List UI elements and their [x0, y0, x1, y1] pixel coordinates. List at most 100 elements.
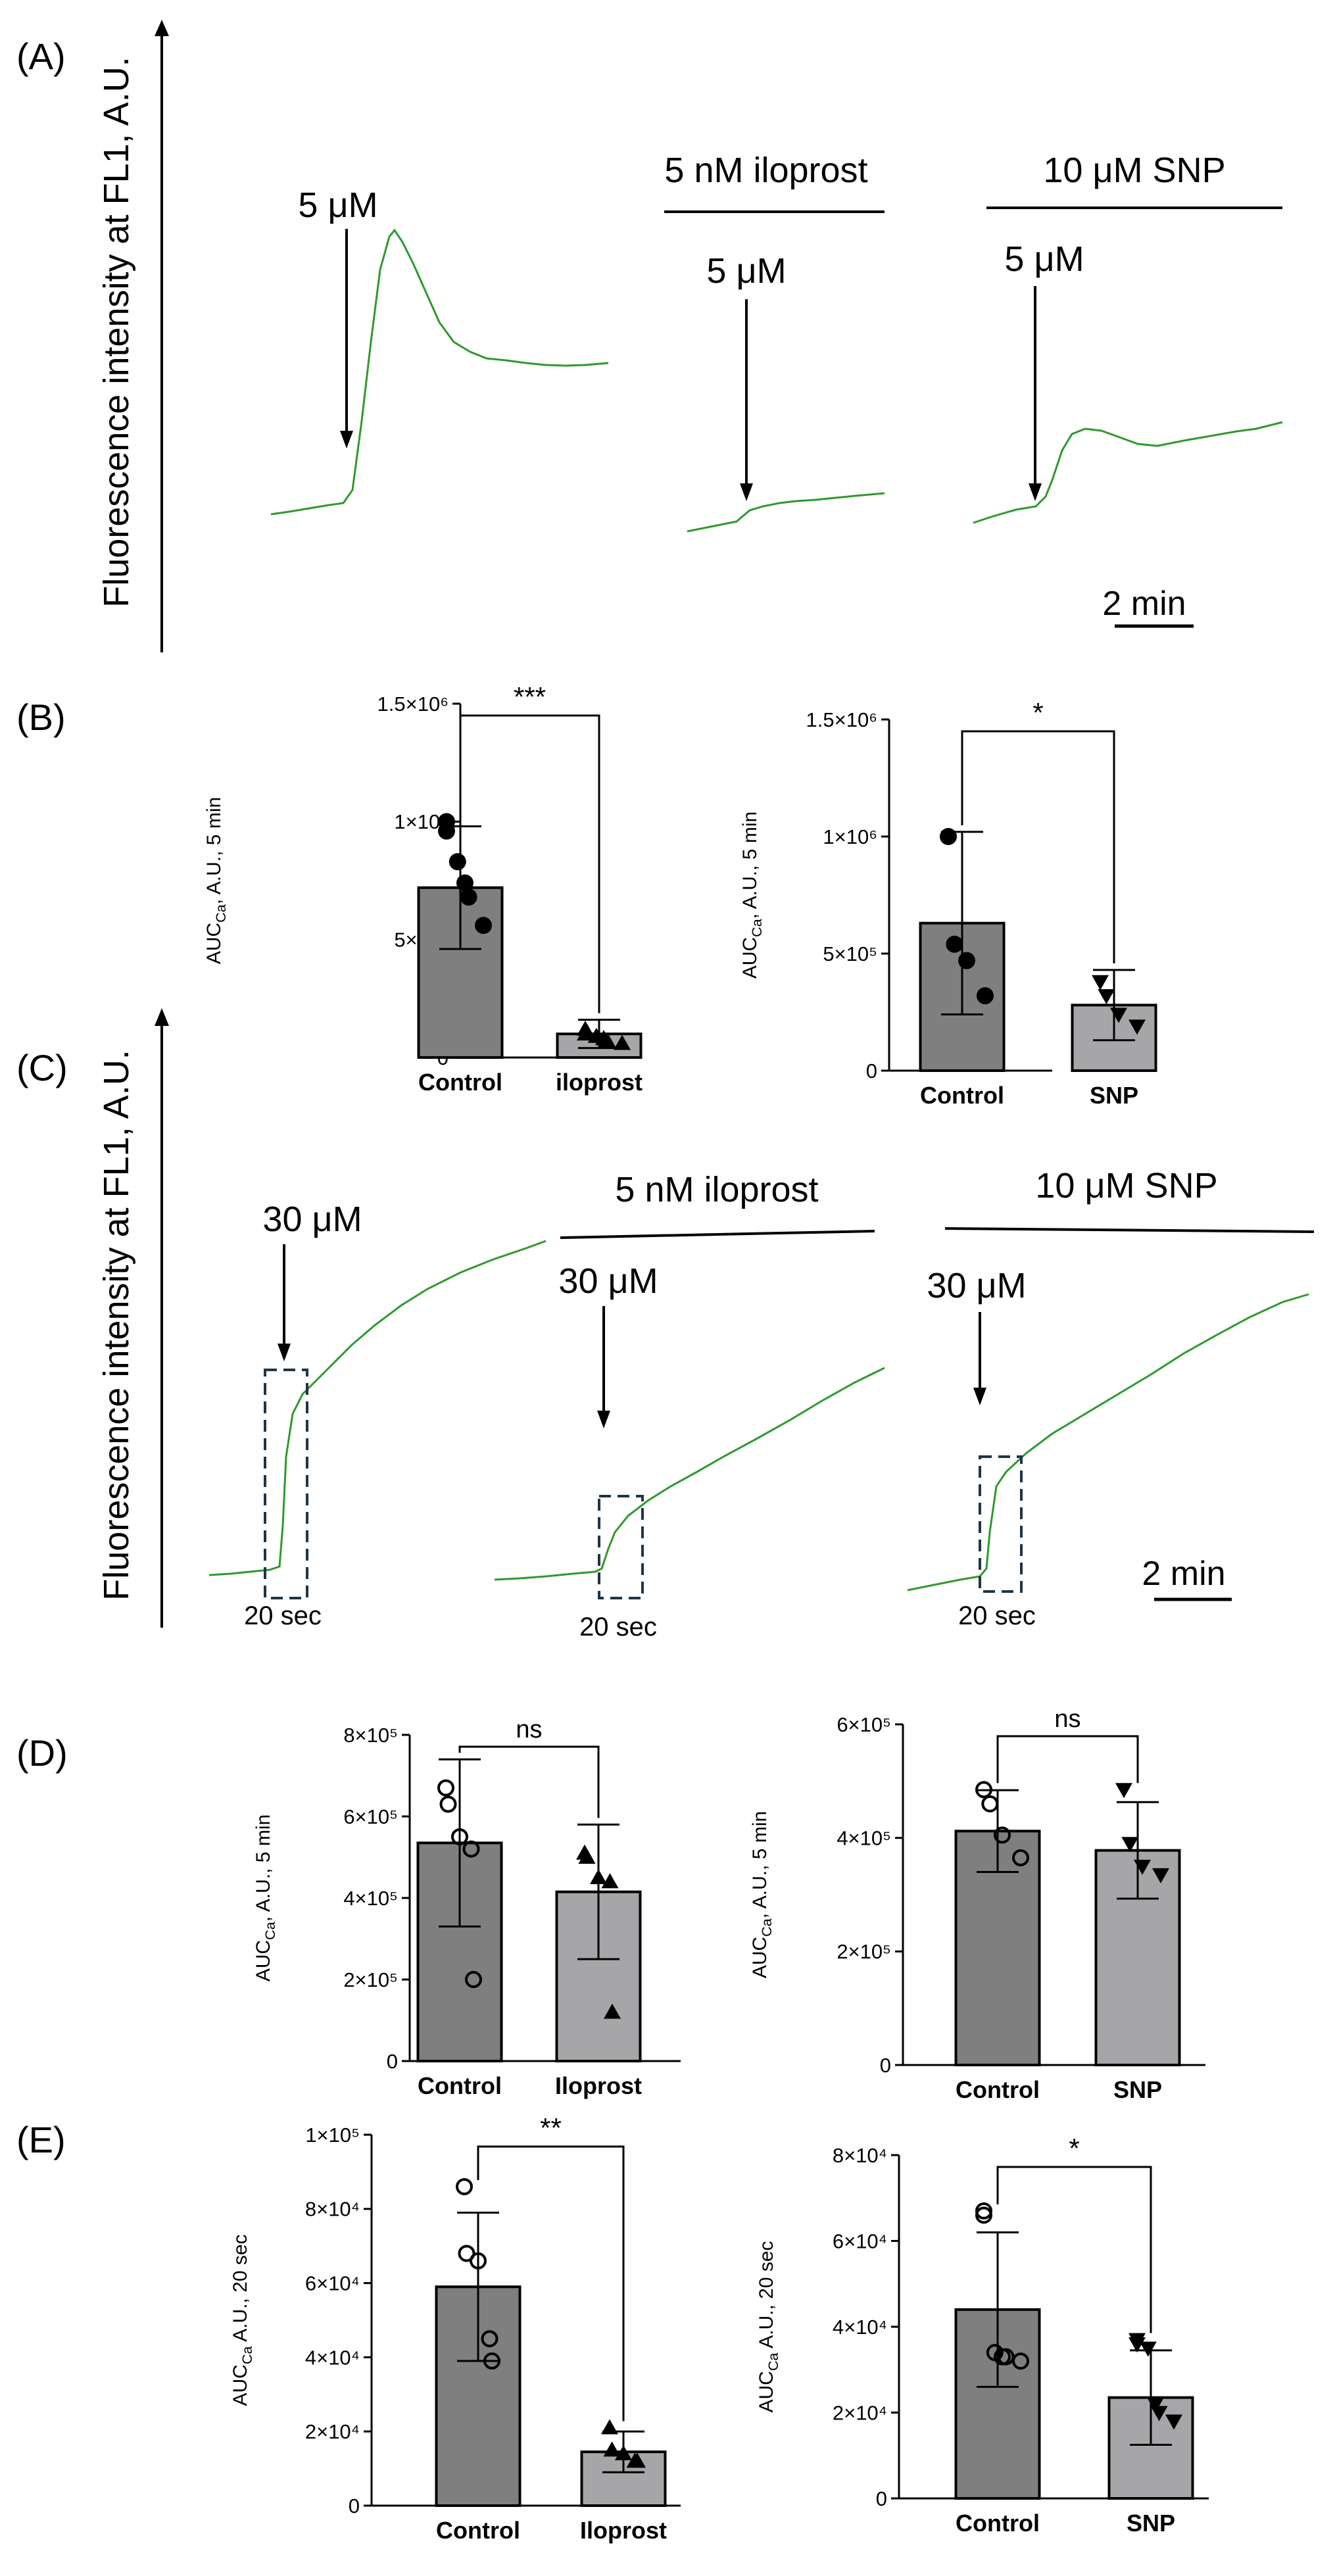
- y-axis-label: AUCCa A.U., 20 sec: [756, 2241, 781, 2412]
- y-tick-label: 0: [876, 2487, 887, 2510]
- dose-label-a1: 5 μM: [298, 185, 377, 225]
- panel-a: (A) Fluorescence intensity at FL1, A.U. …: [16, 20, 1283, 652]
- x-tick-label: Control: [436, 2517, 520, 2544]
- data-point: [1150, 2406, 1168, 2421]
- data-point: [940, 828, 957, 845]
- x-tick-label: Control: [418, 2072, 502, 2099]
- panel-d-label: (D): [16, 1732, 68, 1774]
- trace-c-iloprost: [494, 1367, 885, 1581]
- dose-label-c1: 30 μM: [262, 1200, 362, 1239]
- significance-label: ns: [516, 1716, 542, 1743]
- y-tick-label: 0: [387, 2050, 398, 2073]
- dose-arrowhead-c1: [278, 1344, 291, 1361]
- chart-e-snp: 0 2×10⁴ 4×10⁴ 6×10⁴ 8×10⁴ AUCCa A.U., 20 sec C…: [756, 2133, 1209, 2537]
- chart-d-snp: 0 2×10⁵ 4×10⁵ 6×10⁵ AUCCa, A.U., 5 min Contro…: [749, 1705, 1205, 2103]
- trace-a-snp: [973, 421, 1283, 524]
- window-box-c1: [264, 1369, 308, 1599]
- bar-iloprost: [555, 1890, 642, 2062]
- y-tick-label: 1×10⁶: [823, 825, 877, 848]
- y-tick-label: 4×10⁴: [833, 2316, 887, 2339]
- data-point: [994, 1826, 1011, 1844]
- significance-label: **: [540, 2112, 562, 2143]
- data-point: [975, 2206, 992, 2224]
- x-tick-label: SNP: [1127, 2510, 1175, 2537]
- data-point: [1012, 1849, 1029, 1866]
- dose-arrowhead-c2: [597, 1411, 610, 1428]
- header-snp-a: 10 μM SNP: [1043, 151, 1225, 190]
- data-point: [601, 1873, 619, 1889]
- data-point: [590, 1869, 607, 1884]
- y-tick-label: 2×10⁵: [837, 1940, 891, 1963]
- window-label-c2: 20 sec: [579, 1613, 657, 1641]
- trace-a-control: [270, 228, 609, 516]
- x-tick-label: Control: [956, 2076, 1040, 2103]
- data-point: [958, 952, 975, 969]
- data-point: [456, 874, 473, 892]
- data-point: [1121, 1837, 1139, 1853]
- chart-e-iloprost: 0 2×10⁴ 4×10⁴ 6×10⁴ 8×10⁴ 1×10⁵ AUCCa A.U., 20…: [230, 2112, 681, 2544]
- y-axis-label: AUCCa, A.U., 5 min: [203, 797, 229, 964]
- y-axis-label: AUCCa A.U., 20 sec: [230, 2234, 255, 2406]
- data-point: [629, 2452, 646, 2468]
- y-axis-label: AUCCa, A.U., 5 min: [749, 1811, 775, 1978]
- data-point: [1110, 1008, 1127, 1023]
- data-point: [946, 935, 963, 953]
- y-tick-label: 0: [880, 2054, 891, 2077]
- header-line-snp-c: [944, 1227, 1315, 1233]
- y-tick-label: 4×10⁴: [305, 2346, 360, 2369]
- y-tick-label: 1.5×10⁶: [377, 693, 449, 716]
- significance-bracket: [459, 714, 600, 1013]
- y-tick-label: 1.5×10⁶: [806, 708, 877, 731]
- data-point: [1115, 1783, 1132, 1799]
- data-point: [578, 1849, 596, 1864]
- y-tick-label: 0: [866, 1059, 877, 1082]
- significance-label: ns: [1054, 1705, 1080, 1733]
- data-point: [615, 2445, 632, 2461]
- panel-c-label: (C): [16, 1047, 68, 1088]
- y-tick-label: 2×10⁴: [305, 2420, 360, 2443]
- window-label-c1: 20 sec: [244, 1601, 322, 1630]
- data-point: [1165, 2414, 1182, 2430]
- trace-a-iloprost: [687, 492, 885, 533]
- panel-a-y-arrowhead: [155, 20, 169, 36]
- data-point: [458, 2245, 475, 2262]
- data-point: [604, 2003, 621, 2019]
- y-tick-label: 6×10⁵: [837, 1713, 891, 1736]
- data-point: [603, 2441, 621, 2457]
- data-point: [483, 2352, 500, 2370]
- x-tick-label: Control: [920, 1082, 1004, 1109]
- data-point: [1092, 975, 1109, 990]
- data-point: [437, 1779, 454, 1797]
- y-tick-label: 8×10⁴: [833, 2144, 887, 2167]
- data-point: [470, 2252, 487, 2270]
- y-tick-label: 8×10⁵: [343, 1724, 398, 1747]
- data-point: [981, 1795, 999, 1812]
- x-tick-label: SNP: [1113, 2076, 1162, 2103]
- chart-d-iloprost: 0 2×10⁵ 4×10⁵ 6×10⁵ 8×10⁵ AUCCa, A.U., 5 min C…: [253, 1716, 681, 2099]
- significance-bracket: [458, 1745, 600, 1818]
- data-point: [449, 853, 466, 871]
- header-iloprost-c: 5 nM iloprost: [615, 1170, 818, 1209]
- data-point: [601, 2419, 618, 2435]
- scale-bar-label-c: 2 min: [1142, 1555, 1225, 1593]
- dose-arrowhead-a2: [740, 483, 753, 501]
- data-point: [481, 2330, 498, 2348]
- y-tick-label: 6×10⁴: [305, 2272, 360, 2295]
- y-axis-label: AUCCa, A.U., 5 min: [253, 1814, 278, 1981]
- dose-label-a3: 5 μM: [1004, 239, 1084, 279]
- panel-c-y-axis-label: Fluorescence intensity at FL1, A.U.: [97, 1050, 136, 1600]
- y-tick-label: 4×10⁵: [343, 1887, 398, 1910]
- dose-arrowhead-c3: [973, 1388, 986, 1405]
- x-tick-label: iloprost: [556, 1069, 643, 1096]
- window-box-c2: [598, 1495, 644, 1599]
- panel-a-label: (A): [16, 36, 66, 77]
- significance-bracket: [996, 2166, 1152, 2333]
- window-label-c3: 20 sec: [958, 1601, 1036, 1630]
- trace-c-snp: [907, 1293, 1309, 1592]
- data-point: [460, 888, 477, 906]
- y-axis-label: AUCCa, A.U., 5 min: [739, 812, 765, 979]
- dose-arrowhead-a3: [1029, 483, 1042, 501]
- y-tick-label: 1×10⁵: [305, 2124, 360, 2147]
- data-point: [977, 987, 994, 1005]
